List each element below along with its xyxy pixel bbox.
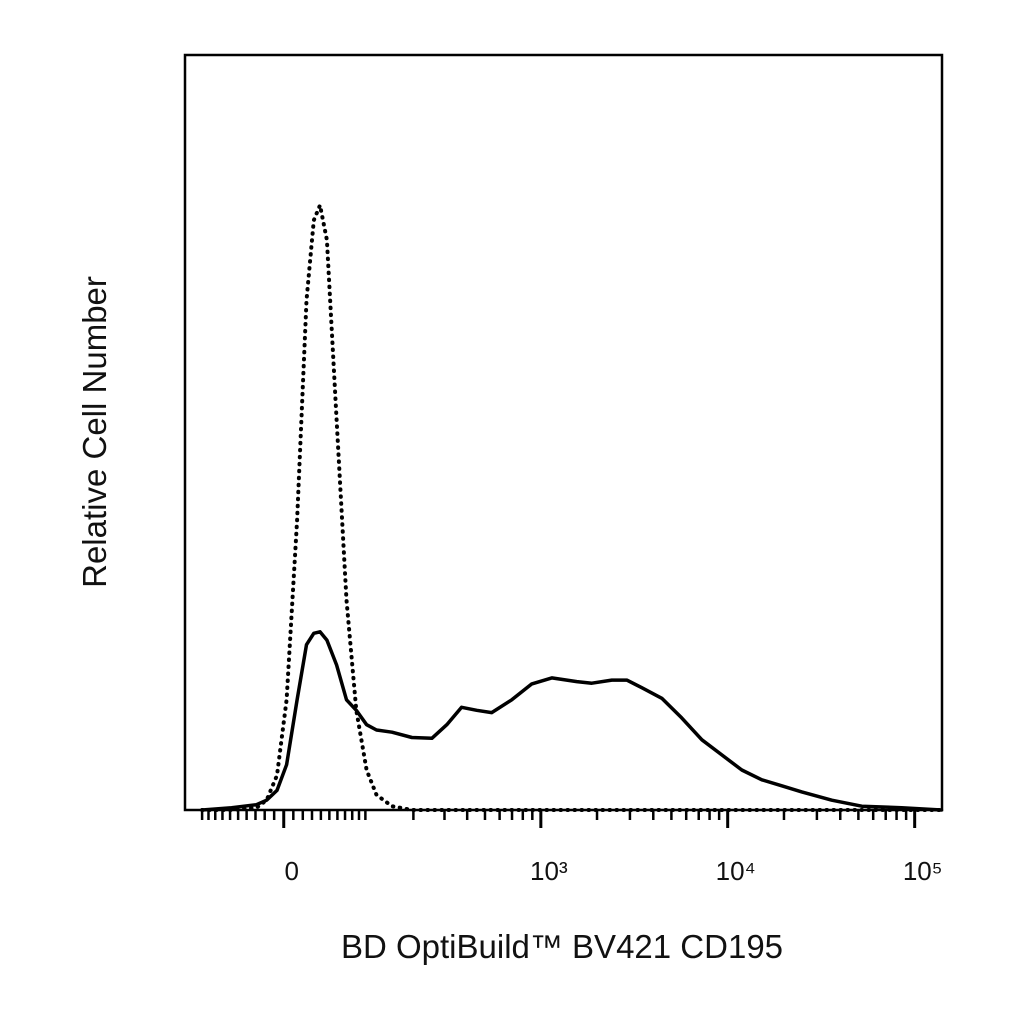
x-tick-label: 10³	[530, 856, 568, 886]
x-tick-label: 10⁴	[716, 856, 756, 886]
x-tick-label: 10⁵	[903, 856, 943, 886]
dotted-histogram	[200, 203, 944, 812]
y-axis-label: Relative Cell Number	[76, 276, 113, 588]
solid-histogram	[200, 630, 944, 812]
plot-frame	[183, 53, 944, 812]
x-tick-label: 0	[285, 856, 299, 886]
x-axis-label: BD OptiBuild™ BV421 CD195	[341, 928, 783, 965]
